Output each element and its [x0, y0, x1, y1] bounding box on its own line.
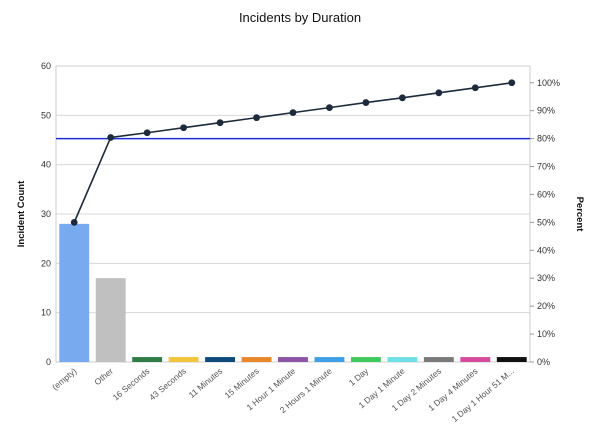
bar — [314, 357, 345, 362]
y2-tick-label: 50% — [537, 217, 555, 227]
x-tick-label: (empty) — [50, 366, 79, 392]
x-tick-label: 1 Day — [347, 365, 371, 387]
cumulative-point — [180, 124, 188, 132]
x-tick-label: Other — [92, 366, 115, 387]
y2-tick-label: 20% — [537, 301, 555, 311]
cumulative-point — [508, 79, 516, 87]
cumulative-point — [143, 129, 151, 137]
cumulative-point — [471, 84, 479, 92]
cumulative-point — [362, 99, 370, 106]
cumulative-point — [289, 109, 297, 117]
bar — [460, 357, 491, 362]
y-tick-label: 40 — [41, 160, 51, 170]
x-tick-label: 11 Minutes — [187, 366, 225, 400]
y-tick-label: 20 — [41, 258, 51, 268]
y-tick-label: 10 — [41, 308, 51, 318]
x-tick-label: 1 Day 1 Hour 51 M... — [450, 366, 517, 424]
cumulative-point — [107, 134, 115, 141]
y-tick-label: 30 — [41, 209, 51, 219]
y2-tick-label: 40% — [537, 245, 555, 255]
y2-tick-label: 60% — [537, 189, 555, 199]
bar — [132, 357, 163, 362]
y2-tick-label: 100% — [537, 78, 560, 88]
y2-tick-label: 30% — [537, 273, 555, 283]
chart-title: Incidents by Duration — [239, 10, 361, 25]
cumulative-series-line — [73, 81, 512, 223]
bar — [496, 357, 527, 362]
y2-tick-label: 0% — [537, 357, 550, 367]
y-axis-label: Incident Count — [16, 180, 27, 247]
bar — [423, 357, 454, 362]
cumulative-point — [216, 119, 224, 127]
bars — [59, 223, 527, 362]
y-tick-label: 60 — [41, 61, 51, 71]
y-tick-label: 50 — [41, 110, 51, 120]
bar — [278, 357, 308, 362]
x-tick-label: 16 Seconds — [111, 366, 152, 403]
cumulative-point — [70, 218, 78, 226]
bar — [168, 357, 199, 362]
bar — [95, 278, 126, 362]
cumulative-point — [435, 89, 443, 97]
cumulative-point — [326, 104, 333, 112]
y2-tick-label: 90% — [537, 106, 555, 116]
bar — [241, 357, 272, 362]
bar — [205, 357, 236, 362]
bar — [59, 223, 90, 362]
y2-axis-label: Percent — [574, 197, 585, 233]
bar — [350, 357, 381, 362]
cumulative-point — [398, 94, 406, 102]
y2-tick-label: 10% — [537, 329, 555, 339]
bar — [387, 357, 418, 362]
y2-tick-label: 80% — [537, 134, 555, 144]
cumulative-point — [253, 114, 260, 122]
y-tick-label: 0 — [46, 357, 51, 367]
y2-tick-label: 70% — [537, 162, 555, 172]
x-tick-label: 43 Seconds — [147, 366, 188, 403]
cumulative-line — [56, 79, 530, 226]
